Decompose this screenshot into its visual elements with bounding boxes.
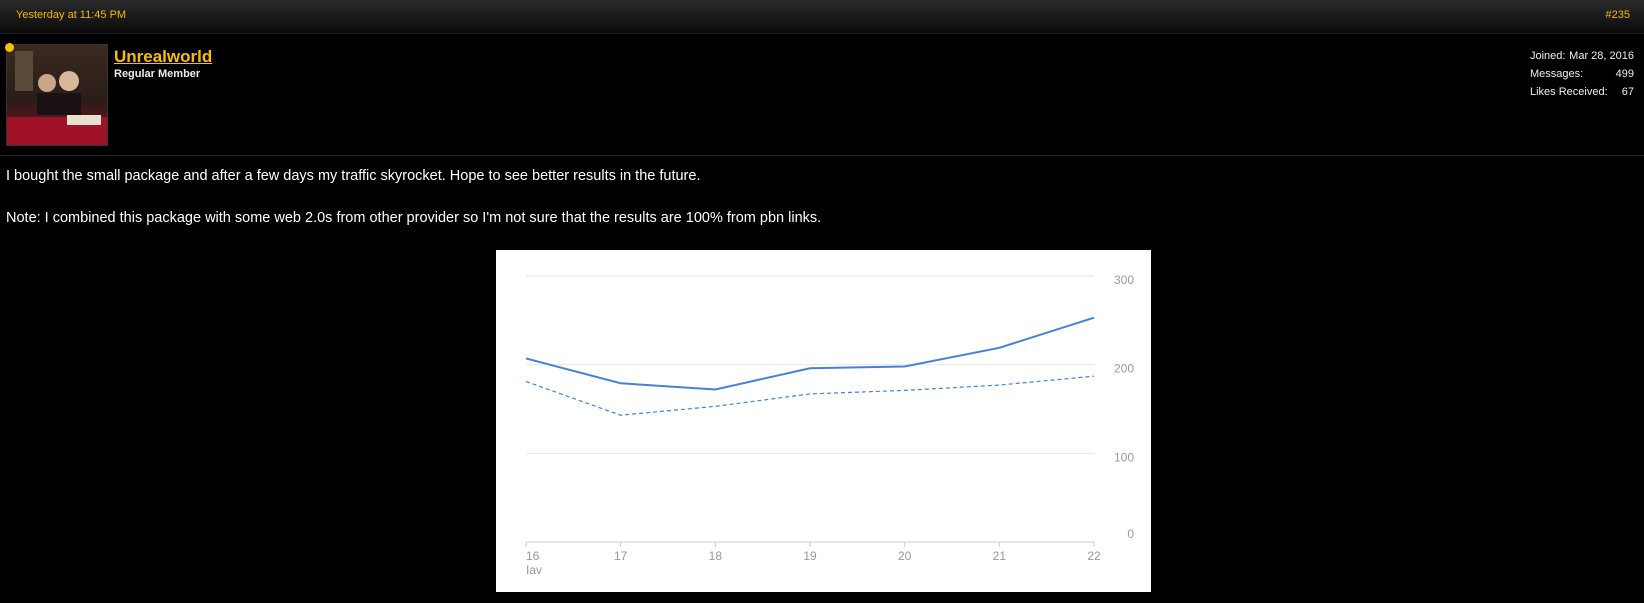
x-tick-label: 22 <box>1087 549 1101 563</box>
user-title: Regular Member <box>114 68 201 80</box>
stat-label: Likes Received: <box>1530 86 1608 98</box>
series-line-solid <box>525 316 1095 391</box>
stat-value: 67 <box>1621 86 1634 98</box>
stat-likes: Likes Received: 67 <box>1530 86 1634 104</box>
x-tick-label: 20 <box>898 549 912 563</box>
series-line-dashed <box>525 375 1095 416</box>
avatar[interactable] <box>6 44 108 146</box>
post-header-bar: Yesterday at 11:45 PM #235 <box>0 0 1644 34</box>
x-tick-label: 17 <box>614 549 628 563</box>
y-tick-label: 300 <box>1114 273 1134 287</box>
y-tick-label: 200 <box>1114 362 1134 376</box>
x-sublabel: Iav <box>526 563 542 577</box>
header-divider <box>0 155 1644 156</box>
username-link[interactable]: Unrealworld <box>114 47 213 66</box>
x-tick-label: 16 <box>526 549 540 563</box>
post-number-link[interactable]: #235 <box>1605 9 1630 21</box>
message-line-2: Note: I combined this package with some … <box>6 210 822 226</box>
x-tick-label: 18 <box>709 549 723 563</box>
stat-label: Messages: <box>1530 68 1584 80</box>
y-tick-label: 0 <box>1127 527 1134 541</box>
message-line-1: I bought the small package and after a f… <box>6 168 701 184</box>
avatar-image <box>7 45 107 145</box>
stat-value: Mar 28, 2016 <box>1569 50 1634 62</box>
online-status-dot <box>5 43 14 52</box>
user-stats: Joined: Mar 28, 2016 Messages: 499 Likes… <box>1530 50 1634 104</box>
stat-joined: Joined: Mar 28, 2016 <box>1530 50 1634 68</box>
stat-label: Joined: <box>1530 50 1566 62</box>
post-date[interactable]: Yesterday at 11:45 PM <box>16 9 127 21</box>
stat-value[interactable]: 499 <box>1615 68 1634 80</box>
y-tick-label: 100 <box>1114 450 1134 464</box>
traffic-chart-svg: 0 100 200 300 16 17 18 19 20 21 22 Iav <box>525 273 1134 577</box>
x-tick-label: 19 <box>803 549 817 563</box>
x-tick-label: 21 <box>993 549 1007 563</box>
traffic-chart: 0 100 200 300 16 17 18 19 20 21 22 Iav <box>496 250 1151 592</box>
stat-messages: Messages: 499 <box>1530 68 1634 86</box>
